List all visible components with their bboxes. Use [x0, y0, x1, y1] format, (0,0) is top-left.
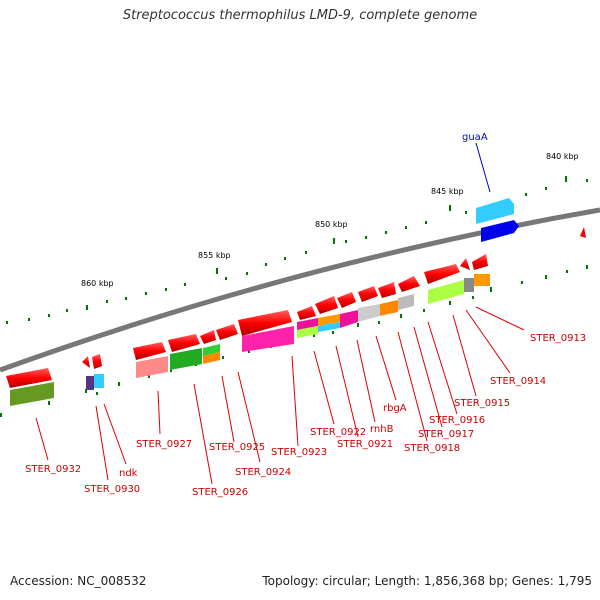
map-title: Streptococcus thermophilus LMD-9, comple…	[122, 8, 478, 23]
function-boxes	[10, 274, 490, 406]
label-rbgA[interactable]: rbgA	[383, 403, 407, 414]
gene-guaA[interactable]	[476, 198, 519, 242]
label-ndk[interactable]: ndk	[119, 468, 138, 479]
label-STER_0930[interactable]: STER_0930	[84, 484, 140, 495]
outer-scale-ticks	[6, 176, 588, 324]
guaA-label-line	[475, 142, 491, 193]
label-STER_0924[interactable]: STER_0924	[235, 467, 291, 478]
label-STER_0918[interactable]: STER_0918	[404, 443, 460, 454]
label-STER_0913[interactable]: STER_0913	[530, 333, 586, 344]
label-STER_0932[interactable]: STER_0932	[25, 464, 81, 475]
label-STER_0923[interactable]: STER_0923	[271, 447, 327, 458]
scale-label-840: 840 kbp	[546, 152, 579, 161]
label-STER_0925[interactable]: STER_0925	[209, 442, 265, 453]
label-STER_0926[interactable]: STER_0926	[192, 487, 248, 498]
scale-label-860: 860 kbp	[81, 279, 114, 288]
scale-label-850: 850 kbp	[315, 220, 348, 229]
label-STER_0914[interactable]: STER_0914	[490, 376, 546, 387]
label-STER_0916[interactable]: STER_0916	[429, 415, 485, 426]
label-STER_0915[interactable]: STER_0915	[454, 398, 510, 409]
label-lines	[35, 306, 525, 485]
scale-label-845: 845 kbp	[431, 187, 464, 196]
label-guaA[interactable]: guaA	[462, 132, 488, 143]
small-red-marker	[580, 227, 586, 238]
accession-text: Accession: NC_008532	[10, 574, 147, 588]
genome-summary-text: Topology: circular; Length: 1,856,368 bp…	[262, 574, 592, 588]
label-STER_0917[interactable]: STER_0917	[418, 429, 474, 440]
red-gene-arrows[interactable]	[6, 254, 488, 388]
label-STER_0927[interactable]: STER_0927	[136, 439, 192, 450]
label-STER_0921[interactable]: STER_0921	[337, 439, 393, 450]
scale-label-855: 855 kbp	[198, 251, 231, 260]
label-rnhB[interactable]: rnhB	[370, 424, 394, 435]
label-STER_0922[interactable]: STER_0922	[310, 427, 366, 438]
